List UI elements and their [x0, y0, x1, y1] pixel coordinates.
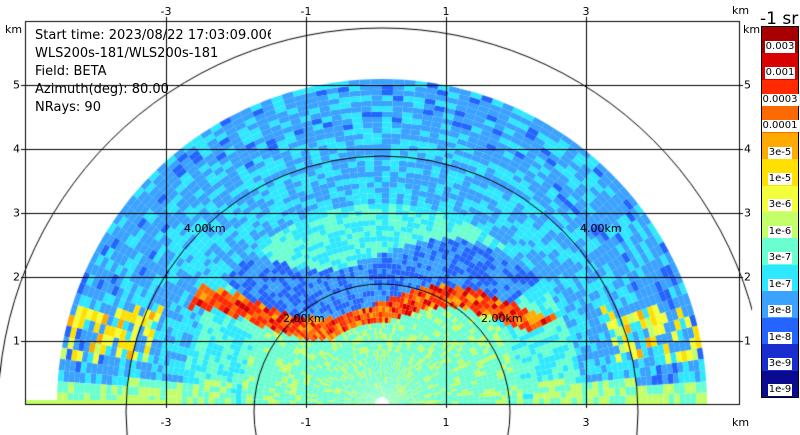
nrays-text: NRays: 90 [35, 100, 101, 115]
colorbar-segment: 1e-9 [762, 370, 798, 398]
colorbar-label: 0.0003 [761, 93, 799, 106]
colorbar-segment: 1e-6 [762, 212, 798, 239]
colorbar-segment: 3e-6 [762, 185, 798, 213]
colorbar-label: 1e-7 [767, 278, 793, 291]
range-ring-label-right-2km: 2.00km [481, 312, 523, 325]
y-tick-right: 5 [744, 78, 751, 92]
colorbar-segment: 1e-7 [762, 264, 798, 292]
colorbar-label: 0.001 [764, 67, 796, 80]
colorbar-segment: 3e-8 [762, 291, 798, 319]
y-tick-left: 3 [13, 206, 20, 220]
x-tick-bottom: -1 [300, 416, 312, 429]
colorbar-segment: 3e-5 [762, 132, 798, 160]
colorbar-label: 1e-6 [767, 225, 793, 238]
start-time-text: Start time: 2023/08/22 17:03:09.006 [35, 28, 271, 43]
colorbar-label: 0.0001 [761, 120, 799, 133]
range-ring-label-left-4km: 4.00km [184, 222, 226, 235]
y-tick-right: 2 [744, 270, 751, 284]
colorbar-label: 1e-5 [767, 173, 793, 186]
instrument-text: WLS200s-181/WLS200s-181 [35, 46, 219, 61]
colorbar-label: 3e-8 [767, 305, 793, 318]
colorbar-segment: 0.003 [762, 27, 798, 54]
colorbar-label: 3e-9 [767, 358, 793, 371]
range-ring-label-left-2km: 2.00km [283, 312, 325, 325]
x-tick-bottom: 3 [582, 416, 590, 429]
colorbar-segment: 0.0003 [761, 79, 799, 107]
x-tick-top: -3 [160, 5, 172, 18]
colorbar-label: 3e-6 [767, 199, 793, 212]
colorbar-label: 1e-8 [767, 331, 793, 344]
colorbar-segment: 0.001 [762, 53, 798, 81]
y-tick-left: 1 [13, 334, 20, 348]
field-text: Field: BETA [35, 64, 107, 79]
x-unit-top: km [732, 4, 750, 17]
y-tick-right: 3 [744, 206, 751, 220]
scan-info-panel: Start time: 2023/08/22 17:03:09.006 WLS2… [35, 27, 271, 117]
colorbar-segment: 3e-7 [762, 238, 798, 266]
azimuth-text: Azimuth(deg): 80.00 [35, 82, 169, 97]
colorbar-label: 3e-7 [767, 252, 793, 265]
colorbar-segment: 1e-5 [762, 159, 798, 187]
range-ring-label-right-4km: 4.00km [580, 222, 622, 235]
x-tick-top: -1 [300, 5, 312, 18]
x-tick-top: 1 [442, 5, 450, 18]
y-unit-left: km [5, 23, 23, 36]
colorbar-label: 1e-9 [767, 384, 793, 397]
x-tick-top: 3 [582, 5, 590, 18]
y-tick-left: 2 [13, 270, 20, 284]
y-tick-right: 1 [744, 334, 751, 348]
x-unit-bottom: km [732, 416, 750, 429]
colorbar-segment: 0.0001 [761, 106, 799, 134]
colorbar-title: -1 sr [760, 9, 799, 29]
y-tick-left: 5 [13, 78, 20, 92]
y-unit-right: km [743, 23, 761, 36]
y-tick-right: 4 [744, 142, 751, 156]
colorbar: 0.003 0.001 0.0003 0.0001 3e-5 1e-5 3e-6 1e-6 3e… [761, 26, 799, 398]
colorbar-segment: 3e-9 [762, 344, 798, 372]
x-tick-bottom: 1 [442, 416, 450, 429]
y-tick-left: 4 [13, 142, 20, 156]
colorbar-segment: 1e-8 [762, 317, 798, 345]
colorbar-label: 3e-5 [767, 146, 793, 159]
x-tick-bottom: -3 [160, 416, 172, 429]
colorbar-label: 0.003 [764, 40, 796, 53]
